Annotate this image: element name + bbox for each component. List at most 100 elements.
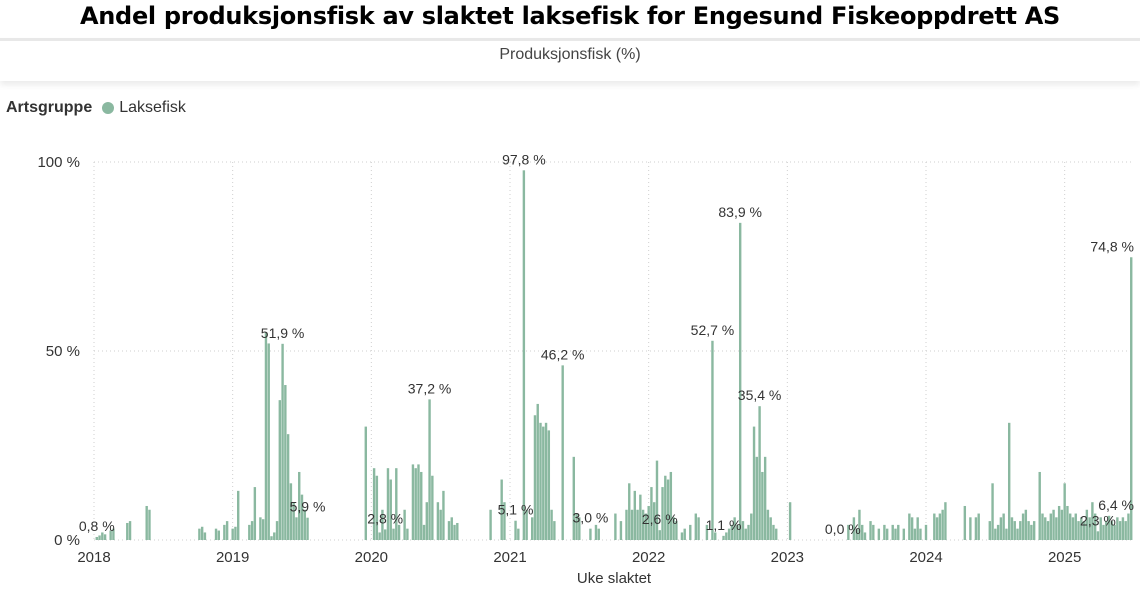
bar[interactable] [450,517,453,540]
bar[interactable] [1027,521,1030,540]
bar[interactable] [1019,521,1022,540]
bar[interactable] [1010,517,1014,540]
bar[interactable] [214,528,218,540]
bar[interactable] [1005,528,1008,540]
bar[interactable] [996,524,1000,540]
bar[interactable] [1116,517,1119,540]
bar[interactable] [550,509,553,540]
bar[interactable] [730,524,734,540]
bar[interactable] [689,524,692,540]
bar[interactable] [295,517,298,540]
bar[interactable] [95,536,98,540]
bar[interactable] [761,471,764,540]
bar[interactable] [852,517,856,540]
bar[interactable] [148,509,151,540]
legend[interactable]: Artsgruppe Laksefisk [6,99,186,117]
bar[interactable] [727,528,731,540]
bar[interactable] [664,475,667,540]
bar[interactable] [1024,509,1028,540]
bar[interactable] [589,528,592,540]
bar[interactable] [752,426,756,540]
bar[interactable] [658,530,661,540]
bar[interactable] [250,521,254,540]
bar[interactable] [456,522,459,540]
bar[interactable] [109,530,112,540]
bar[interactable] [1016,528,1019,540]
bar[interactable] [273,532,276,540]
bar[interactable] [514,520,517,540]
bar[interactable] [447,521,451,540]
bar[interactable] [1080,517,1083,540]
bar[interactable] [503,502,506,540]
bar[interactable] [788,502,792,540]
bar[interactable] [406,528,409,540]
bar[interactable] [769,517,772,540]
bar[interactable] [1063,483,1066,540]
bar[interactable] [234,526,237,540]
bar[interactable] [1110,521,1114,540]
bar[interactable] [1066,505,1069,540]
bar[interactable] [733,517,736,540]
bar[interactable] [306,517,309,540]
bar[interactable] [425,502,428,540]
bar[interactable] [98,535,101,540]
bar[interactable] [237,490,240,540]
bar[interactable] [1055,517,1058,540]
bar[interactable] [891,524,894,540]
bar[interactable] [988,521,991,540]
bar[interactable] [772,524,775,540]
bar[interactable] [1057,505,1061,540]
bar[interactable] [231,528,234,540]
bar[interactable] [744,528,747,540]
bar[interactable] [298,471,301,540]
bar[interactable] [897,524,900,540]
bar[interactable] [991,483,994,540]
bar[interactable] [264,332,268,540]
bar[interactable] [683,528,686,540]
bar[interactable] [763,456,767,540]
bar[interactable] [436,502,440,540]
bar[interactable] [738,222,742,541]
bar[interactable] [938,513,942,540]
bar[interactable] [392,528,395,540]
bar[interactable] [661,487,664,540]
legend-item-label[interactable]: Laksefisk [119,99,186,116]
bar[interactable] [489,509,492,540]
bar[interactable] [1121,517,1125,540]
bar[interactable] [725,532,728,540]
bar[interactable] [364,426,367,540]
bar[interactable] [741,521,745,540]
bar[interactable] [1049,513,1052,540]
bar[interactable] [261,519,265,540]
bar[interactable] [1041,513,1044,540]
bar[interactable] [1069,513,1072,540]
bar[interactable] [286,434,290,540]
bar[interactable] [1088,517,1091,540]
bar[interactable] [650,487,653,540]
bar[interactable] [422,524,426,540]
bar[interactable] [877,528,881,540]
bar[interactable] [994,528,997,540]
bar[interactable] [919,528,922,540]
bar[interactable] [935,517,939,540]
bar[interactable] [755,456,759,540]
bar[interactable] [910,517,914,540]
bar[interactable] [855,528,858,540]
bar[interactable] [630,509,634,540]
bar[interactable] [267,343,270,540]
bar[interactable] [647,505,650,540]
bar[interactable] [126,522,129,540]
bar[interactable] [1008,422,1011,540]
bar[interactable] [861,524,864,540]
bar[interactable] [414,468,417,540]
bar[interactable] [672,517,675,540]
bar[interactable] [705,524,709,540]
bar[interactable] [944,502,947,540]
bar[interactable] [869,521,872,540]
bar[interactable] [1002,513,1005,540]
bar[interactable] [248,524,251,540]
bar[interactable] [553,521,556,540]
bar[interactable] [1044,517,1047,540]
bar[interactable] [697,517,700,540]
bar[interactable] [974,517,978,540]
